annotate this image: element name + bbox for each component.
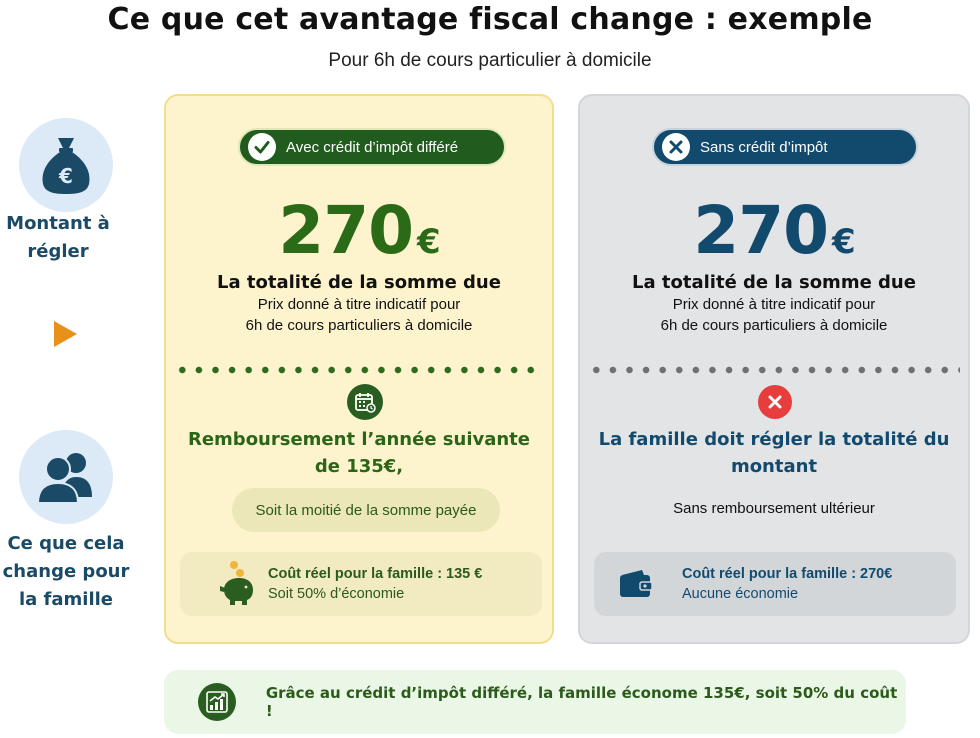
calendar-icon: [347, 384, 383, 420]
without-credit-cost-sub: Aucune économie: [682, 586, 799, 602]
money-bag-icon: €: [42, 138, 90, 194]
half-note-pill: Soit la moitié de la somme payée: [232, 488, 500, 532]
with-credit-price-note: Prix donné à titre indicatif pour 6h de …: [245, 296, 473, 334]
page-title: Ce que cet avantage fiscal change : exem…: [107, 2, 873, 37]
wallet-icon: [620, 570, 653, 597]
refund-heading: Remboursement l’année suivante de 135€,: [187, 429, 530, 477]
savings-banner: Grâce au crédit d’impôt différé, la fami…: [164, 670, 906, 734]
people-icon: [36, 453, 92, 504]
change-label: Ce que cela change pour la famille: [2, 533, 130, 610]
check-icon: [248, 133, 276, 161]
x-icon: [662, 133, 690, 161]
with-credit-badge: Avec crédit d’impôt différé: [238, 128, 506, 166]
error-circle-icon: [758, 385, 792, 419]
growth-chart-icon: [198, 683, 236, 721]
card-without-credit: Sans crédit d’impôt 270 € La totalité de …: [578, 94, 970, 644]
no-refund-note: Sans remboursement ultérieur: [673, 500, 875, 517]
family-icon-circle: [19, 430, 113, 524]
without-credit-amount: 270 €: [693, 192, 855, 269]
without-credit-cost-title: Coût réel pour la famille : 270€: [682, 566, 893, 582]
without-credit-cost-box: Coût réel pour la famille : 270€ Aucune …: [594, 552, 956, 616]
with-credit-cost-title: Coût réel pour la famille : 135 €: [268, 566, 483, 582]
without-credit-price-note: Prix donné à titre indicatif pour 6h de …: [660, 296, 888, 334]
without-credit-due-title: La totalité de la somme due: [632, 272, 916, 293]
with-credit-cost-box: Coût réel pour la famille : 135 € Soit 5…: [180, 552, 542, 616]
with-credit-cost-sub: Soit 50% d’économie: [268, 586, 405, 602]
with-credit-due-title: La totalité de la somme due: [217, 272, 501, 293]
page-subtitle: Pour 6h de cours particulier à domicile: [328, 50, 652, 71]
svg-text:€: €: [58, 164, 73, 188]
money-bag-icon-circle: €: [19, 118, 113, 212]
amount-label: Montant à régler: [6, 213, 110, 262]
arrow-right-icon: [54, 321, 77, 347]
without-credit-badge: Sans crédit d’impôt: [652, 128, 918, 166]
dotted-divider: [174, 366, 544, 374]
pay-heading: La famille doit régler la totalité du mo…: [598, 429, 950, 477]
savings-banner-text: Grâce au crédit d’impôt différé, la fami…: [265, 684, 898, 720]
with-credit-amount: 270 €: [278, 192, 440, 269]
card-with-credit: Avec crédit d’impôt différé 270 € La tota…: [164, 94, 554, 644]
piggy-bank-icon: [220, 561, 253, 605]
without-credit-badge-label: Sans crédit d’impôt: [700, 138, 828, 156]
with-credit-badge-label: Avec crédit d’impôt différé: [286, 138, 459, 156]
dotted-divider: [588, 366, 960, 374]
